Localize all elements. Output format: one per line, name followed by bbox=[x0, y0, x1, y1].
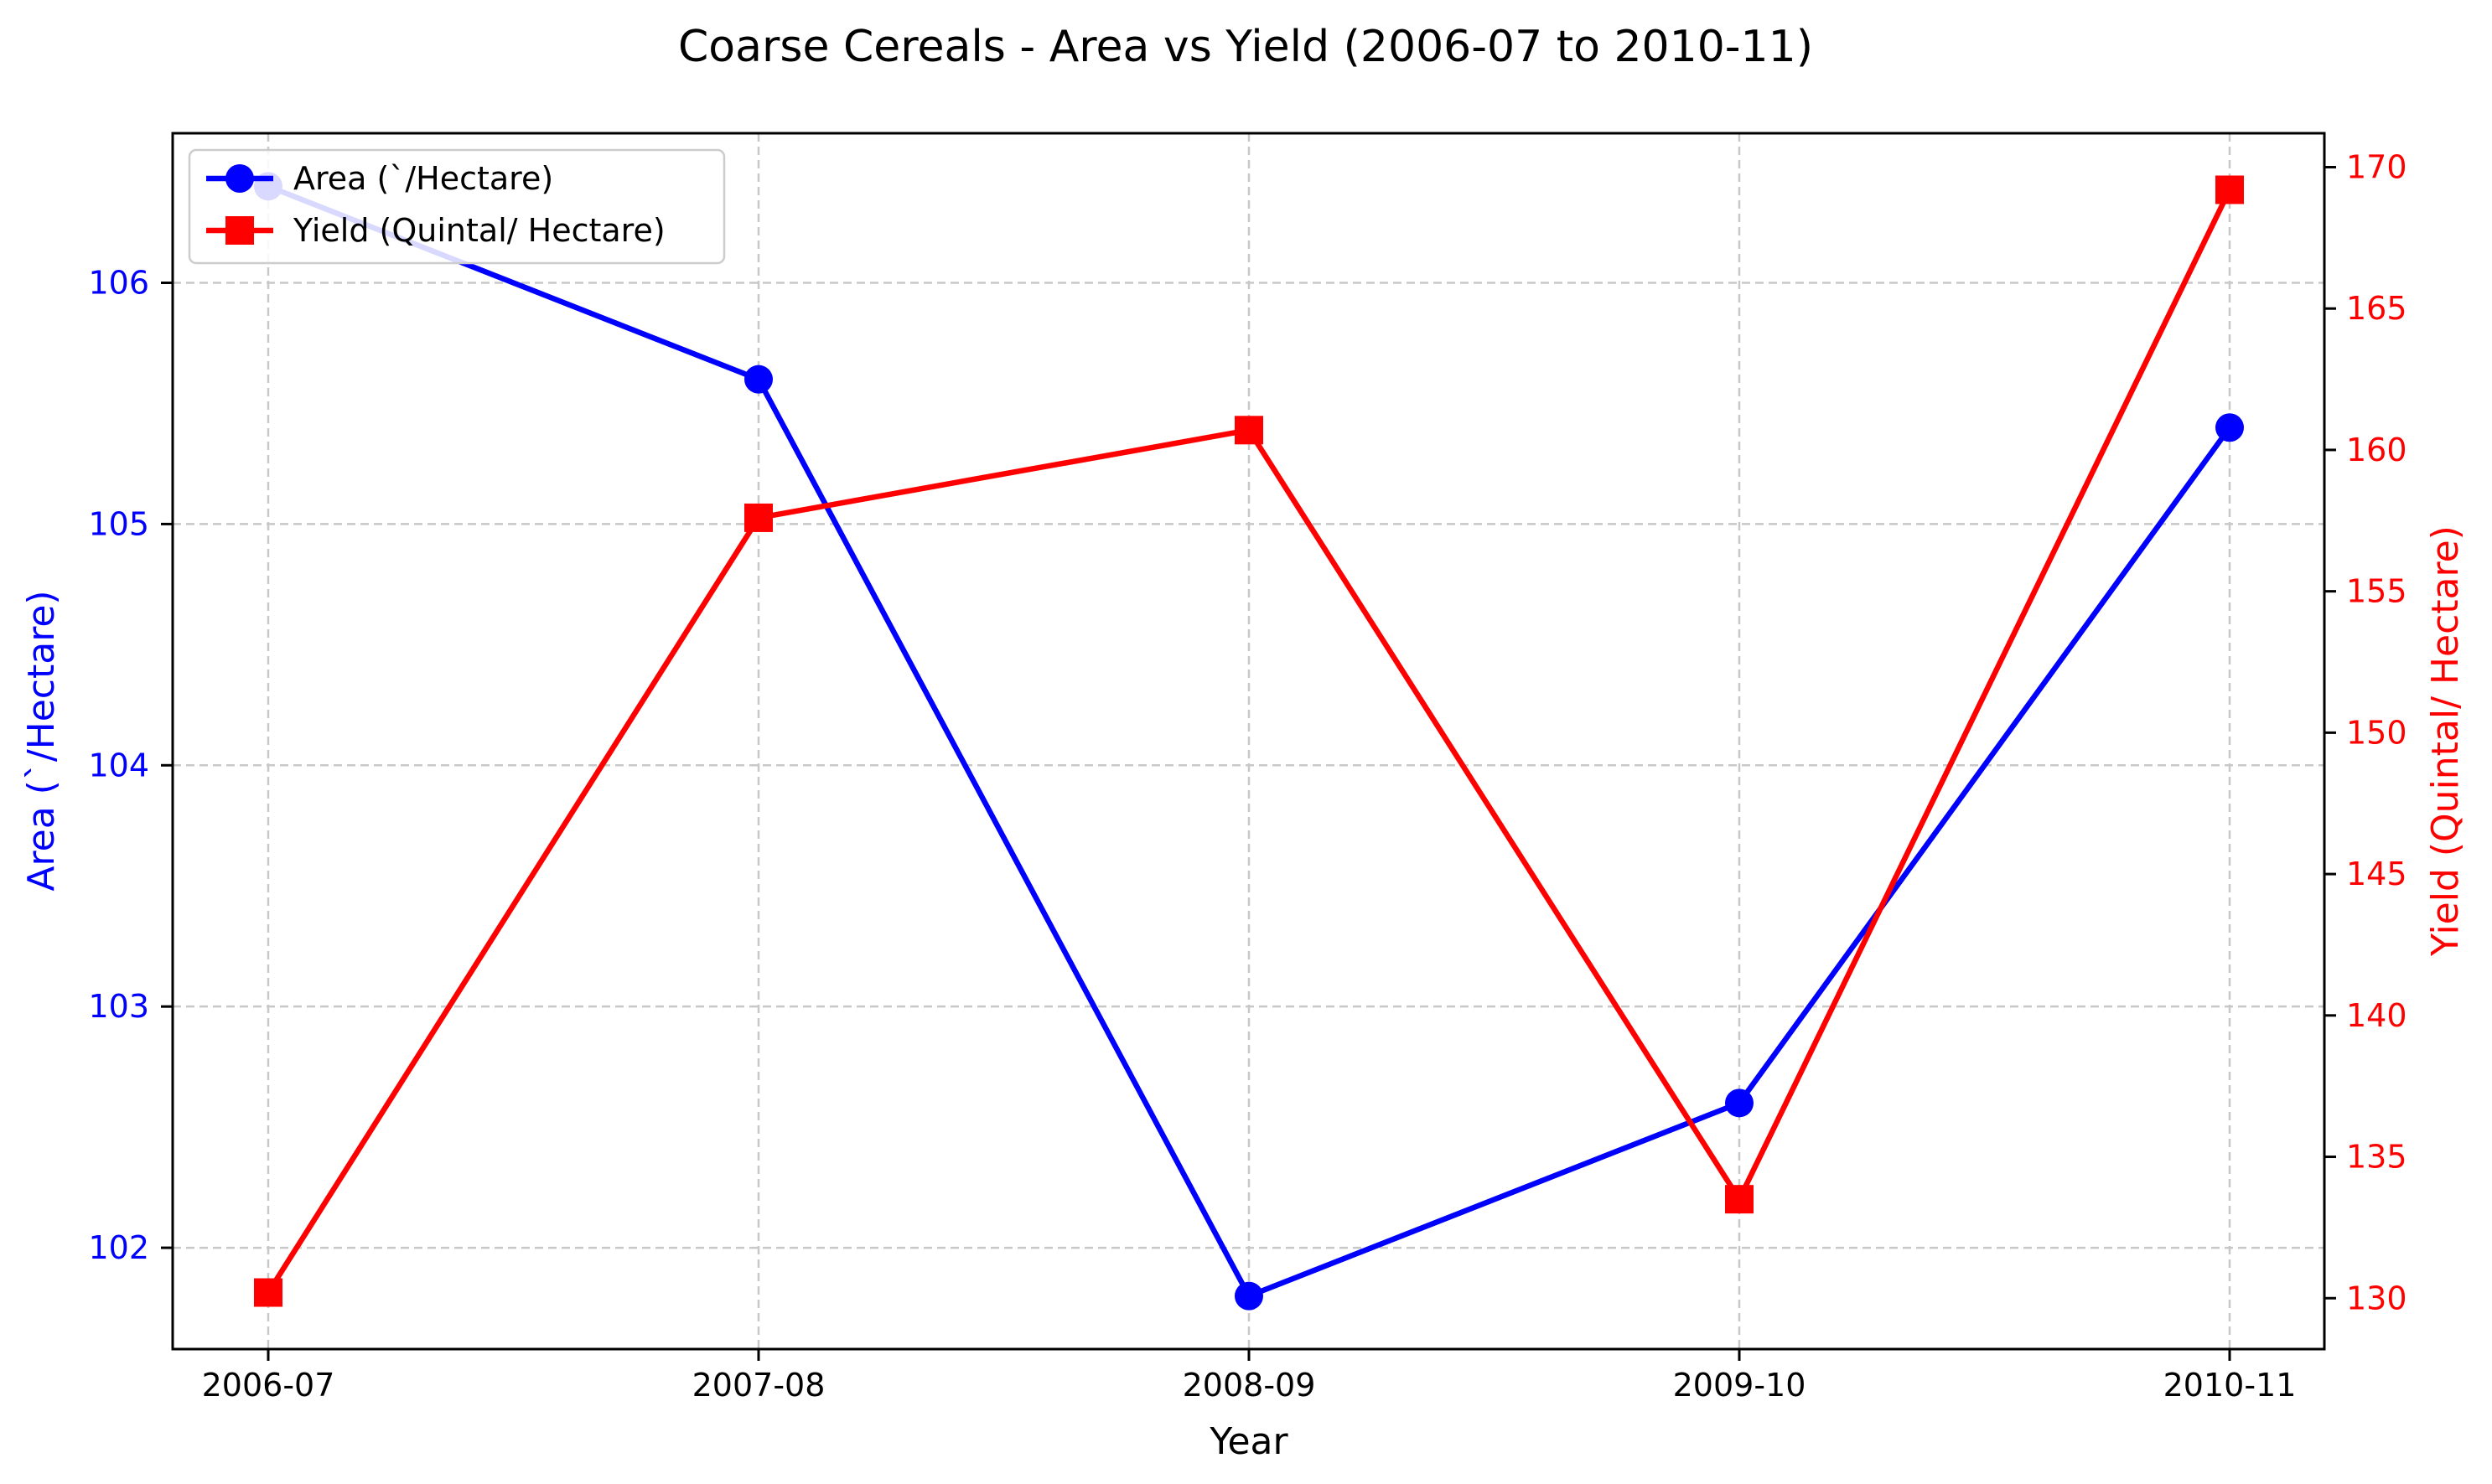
legend-label-1: Yield (Quintal/ Hectare) bbox=[293, 212, 666, 249]
data-point-circle bbox=[1235, 1281, 1263, 1311]
y-right-tick-label: 135 bbox=[2346, 1139, 2407, 1176]
data-point-square bbox=[744, 503, 773, 532]
legend-box bbox=[188, 148, 726, 265]
y-right-tick-label: 140 bbox=[2346, 997, 2407, 1034]
grid bbox=[173, 133, 2324, 1349]
data-point-circle bbox=[744, 365, 773, 394]
y-right-tick-label: 150 bbox=[2346, 714, 2407, 751]
x-axis-label: Year bbox=[1209, 1420, 1288, 1463]
y-right-tick-label: 155 bbox=[2346, 573, 2407, 610]
y-left-tick-label: 102 bbox=[88, 1229, 149, 1266]
y-right-tick-label: 165 bbox=[2346, 290, 2407, 327]
y-axis-left-label: Area (`/Hectare) bbox=[20, 590, 63, 891]
y-right-tick-label: 160 bbox=[2346, 432, 2407, 468]
legend-label-0: Area (`/Hectare) bbox=[293, 160, 553, 197]
y-left-tick-label: 103 bbox=[88, 988, 149, 1025]
data-point-square bbox=[1235, 416, 1263, 445]
y-axis-right-label: Yield (Quintal/ Hectare) bbox=[2424, 525, 2467, 957]
y-left-tick-label: 106 bbox=[88, 264, 149, 301]
x-tick-label: 2007-08 bbox=[692, 1367, 826, 1404]
chart-title: Coarse Cereals - Area vs Yield (2006-07 … bbox=[678, 22, 1813, 72]
legend-marker-square bbox=[225, 216, 254, 245]
legend-marker-circle bbox=[225, 164, 254, 193]
left-axis: 102 103 104 105 106 bbox=[88, 264, 173, 1266]
y-right-tick-label: 145 bbox=[2346, 856, 2407, 892]
right-axis: 130 135 140 145 150 155 160 165 170 bbox=[2324, 148, 2407, 1316]
legend: Area (`/Hectare) Yield (Quintal/ Hectare) bbox=[188, 148, 726, 265]
x-tick-label: 2008-09 bbox=[1183, 1367, 1316, 1404]
data-point-circle bbox=[1725, 1088, 1754, 1118]
x-tick-label: 2010-11 bbox=[2163, 1367, 2297, 1404]
data-point-square bbox=[2215, 175, 2244, 204]
x-tick-label: 2009-10 bbox=[1673, 1367, 1806, 1404]
data-point-circle bbox=[2215, 413, 2244, 442]
y-right-tick-label: 130 bbox=[2346, 1280, 2407, 1316]
y-right-tick-label: 170 bbox=[2346, 148, 2407, 185]
x-axis: 2006-07 2007-08 2008-09 2009-10 2010-11 bbox=[202, 1349, 2297, 1404]
data-point-square bbox=[254, 1278, 282, 1307]
y-left-tick-label: 105 bbox=[88, 505, 149, 542]
y-left-tick-label: 104 bbox=[88, 747, 149, 783]
x-tick-label: 2006-07 bbox=[202, 1367, 335, 1404]
data-point-square bbox=[1725, 1185, 1754, 1214]
